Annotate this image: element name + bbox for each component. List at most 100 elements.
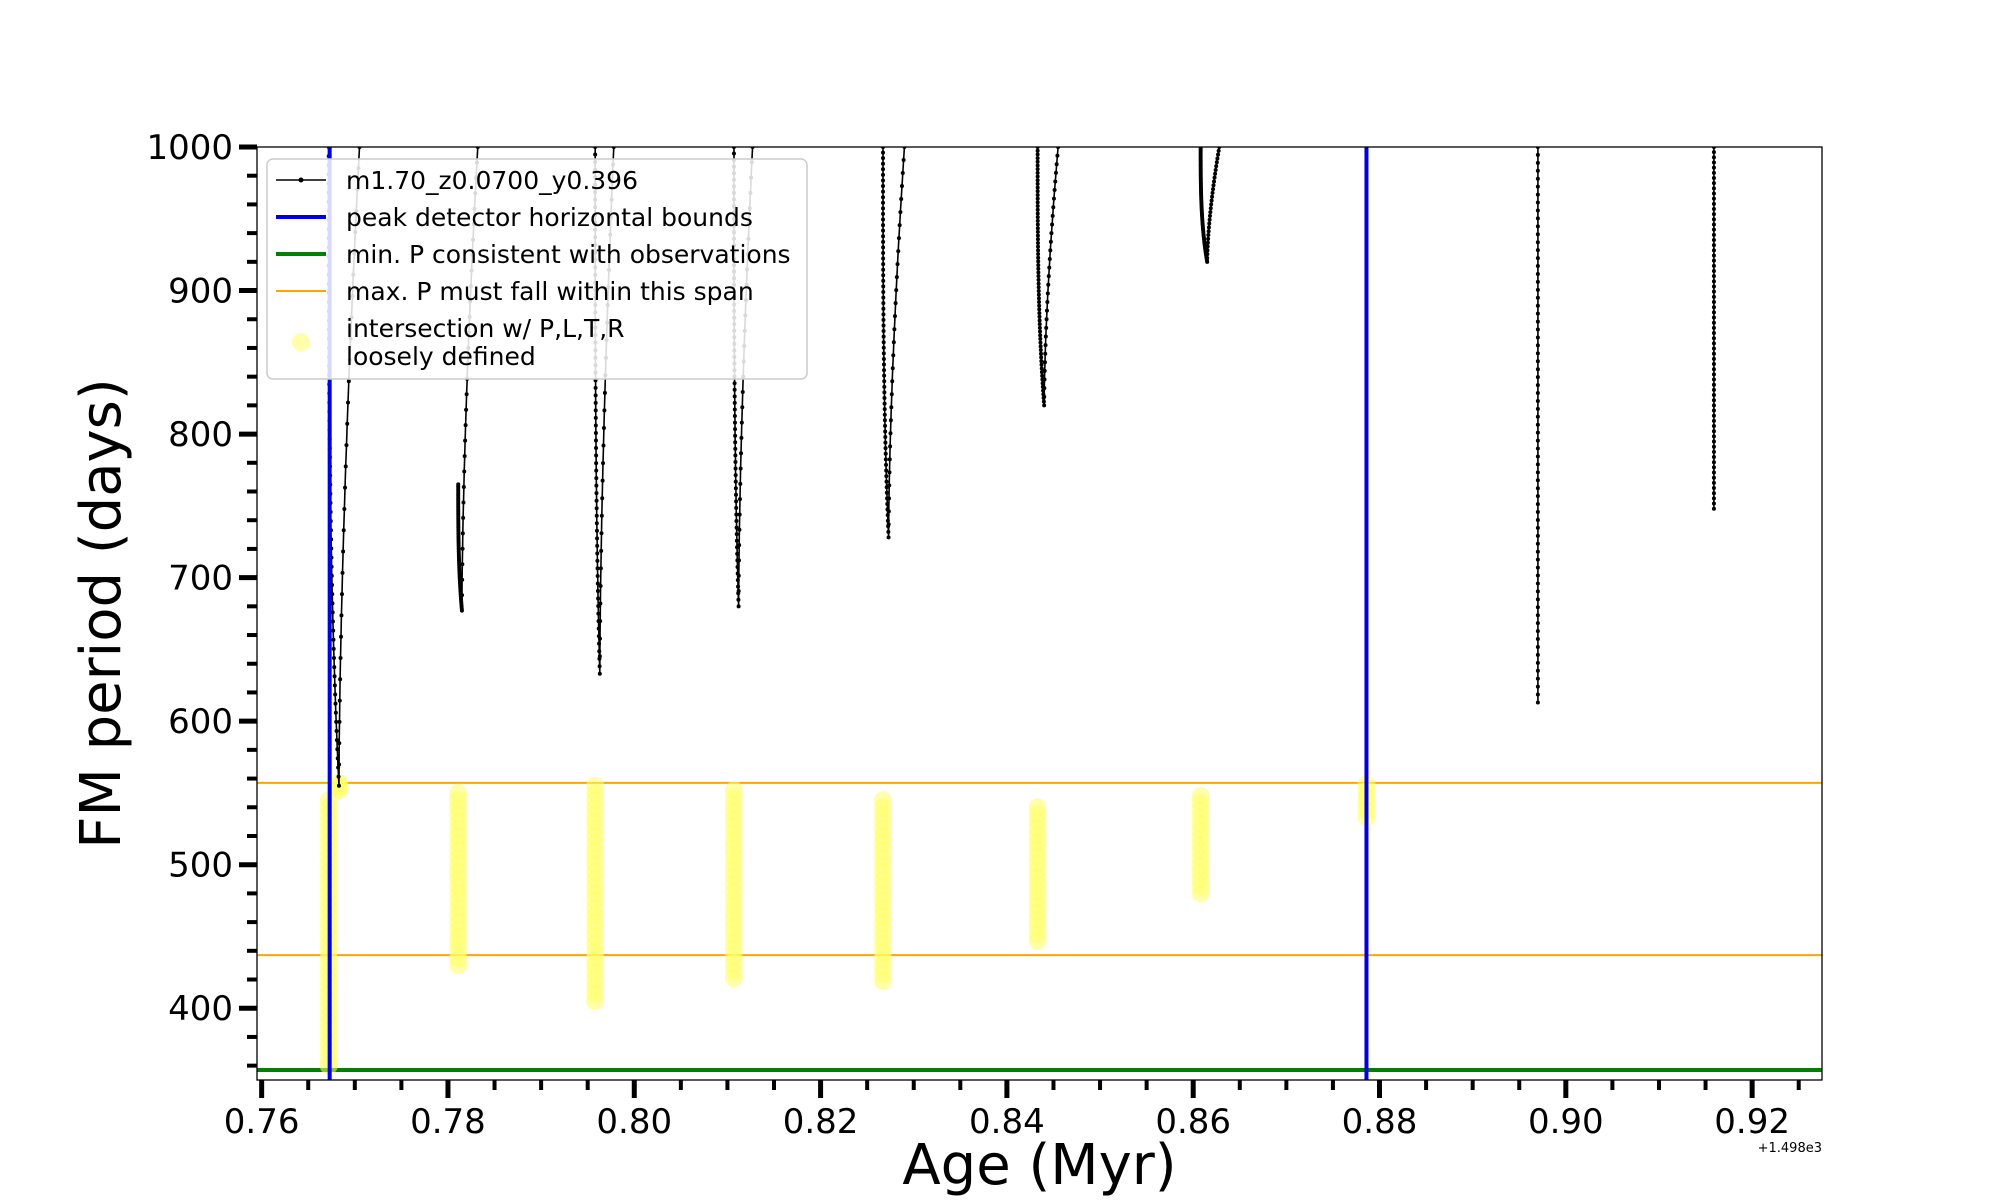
series-point [734,519,739,524]
series-point [1535,152,1540,157]
series-point [1711,429,1716,434]
series-point [1535,692,1540,697]
series-point [733,479,738,484]
series-point [881,317,886,322]
series-point [890,366,895,371]
series-point [1535,208,1540,213]
series-point [1035,222,1040,227]
series-point [330,619,335,624]
series-point [1535,525,1540,530]
series-point [736,584,741,589]
series-point [1048,239,1053,244]
y-tick-label-2: 600 [168,702,233,742]
series-point [884,479,889,484]
series-point [1535,446,1540,451]
series-point [593,385,598,390]
series-point [594,453,599,458]
series-point [1039,355,1044,360]
series-point [330,610,335,615]
series-point [885,501,890,506]
series-point [1535,264,1540,269]
series-point [881,301,886,306]
series-point [1711,269,1716,274]
plot-frame [256,146,1823,1081]
series-point [881,334,886,339]
series-point [733,486,738,491]
series-point [888,431,893,436]
series-point [1211,183,1216,188]
series-point [881,189,886,194]
series-point [600,496,605,501]
series-point [463,423,468,428]
series-point [892,314,897,319]
series-point [462,454,467,459]
series-point [732,381,737,386]
series-point [598,601,603,606]
series-point [593,408,598,413]
series-point [1054,162,1059,167]
y-tick-label-1: 500 [168,846,233,886]
series-point [333,710,338,715]
plot-content [257,147,1822,1080]
series-point [596,611,601,616]
series-point [881,234,886,239]
legend-label-0: m1.70_z0.0700_y0.396 [346,166,638,195]
series-point [1039,366,1044,371]
series-point [1535,367,1540,372]
series-point [1047,256,1052,261]
series-point [735,578,740,583]
series-point [1711,475,1716,480]
series-point [881,250,886,255]
series-point [1035,163,1040,168]
series-point [461,515,466,520]
series-point [740,389,745,394]
series-point [331,655,336,660]
series-point [881,217,886,222]
series-point [599,548,604,553]
series-point [1215,156,1220,161]
series-point [1535,406,1540,411]
series-point [1045,300,1050,305]
series-point [1036,259,1041,264]
series-point [1046,274,1051,279]
series-point [1048,248,1053,253]
intersection-group-0 [319,791,338,1075]
series-point [1035,229,1040,234]
series-point [1711,444,1716,449]
series-point [1535,565,1540,570]
series-point [1711,170,1716,175]
series-point [732,400,737,405]
series-point [601,443,606,448]
series-point [594,446,599,451]
series-point [593,400,598,405]
series-point [1052,188,1057,193]
series-point [1711,434,1716,439]
series-point [1043,351,1048,356]
series-point [884,468,889,473]
series-point [883,423,888,428]
series-point [881,156,886,161]
series-point [1535,494,1540,499]
series-point [1035,192,1040,197]
series-point [1711,408,1716,413]
series-point [1035,196,1040,201]
series-point [460,593,465,598]
series-point [1711,356,1716,361]
series-point [1205,244,1210,249]
series-point [1535,311,1540,316]
series-point [1050,222,1055,227]
series-point [1711,393,1716,398]
series-point [881,228,886,233]
series-point [881,195,886,200]
series-point [1711,160,1716,165]
series-point [881,284,886,289]
series-point [1035,204,1040,209]
series-point [596,626,601,631]
series-point [888,418,893,423]
series-point [737,543,742,548]
series-point [1037,307,1042,312]
series-point [460,531,465,536]
series-point [1535,478,1540,483]
series-point [1535,486,1540,491]
series-point [882,379,887,384]
